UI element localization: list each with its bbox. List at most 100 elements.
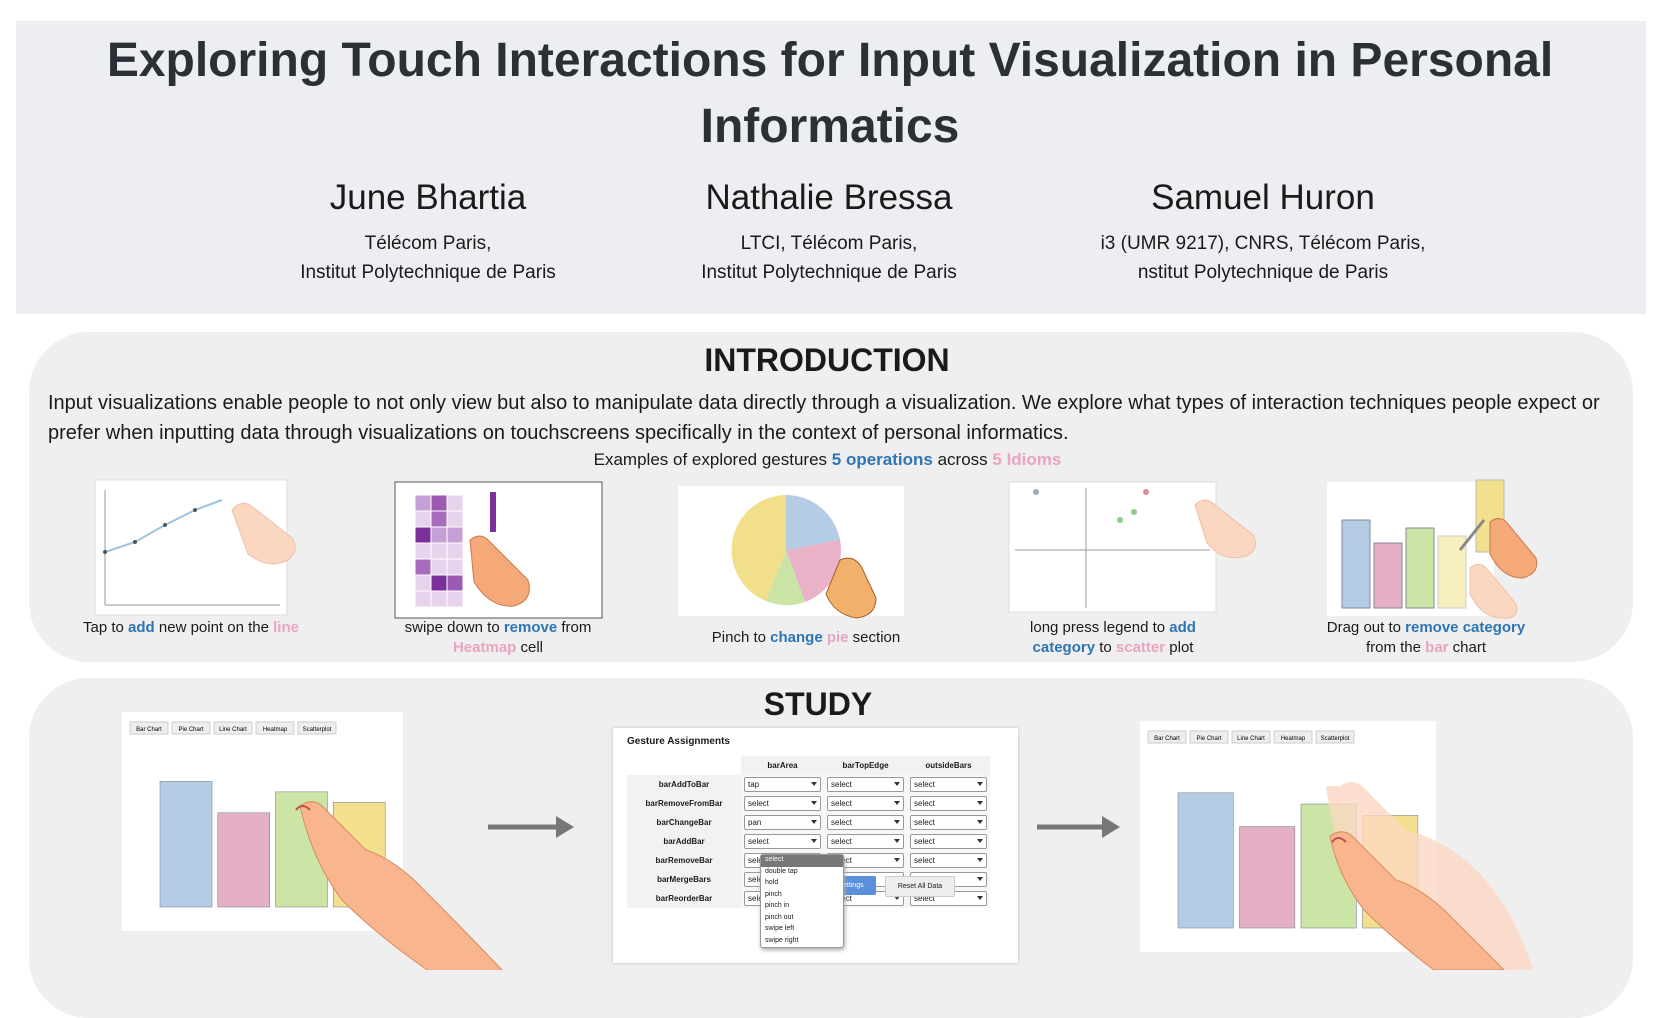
author-affiliation: nstitut Polytechnique de Paris bbox=[1137, 262, 1389, 283]
dropdown-option[interactable]: select bbox=[761, 855, 843, 867]
tab bbox=[213, 721, 253, 735]
author-affiliation: Télécom Paris, bbox=[364, 233, 492, 254]
row-name: barChangeBar bbox=[627, 813, 741, 832]
poster: Exploring Touch Interactions for Input V… bbox=[16, 21, 1646, 1018]
cell: select bbox=[907, 775, 990, 794]
text-segment: plot bbox=[1165, 639, 1194, 656]
cell: pan bbox=[741, 813, 824, 832]
text-segment: change bbox=[770, 629, 823, 646]
gesture-assignments: Gesture Assignments barArea barTopEdge out… bbox=[613, 728, 1018, 963]
tab bbox=[297, 721, 337, 735]
select[interactable]: select bbox=[910, 777, 987, 792]
tab bbox=[255, 721, 295, 735]
dropdown-option[interactable]: swipe left bbox=[765, 925, 795, 932]
bar-figure bbox=[1327, 479, 1538, 619]
row-name: barReorderBar bbox=[627, 889, 741, 908]
select[interactable]: tap bbox=[744, 777, 821, 792]
row-name: barMergeBars bbox=[627, 870, 741, 889]
author-affiliation: LTCI, Télécom Paris, bbox=[740, 233, 918, 254]
select[interactable]: select bbox=[744, 796, 821, 811]
hand bbox=[1326, 781, 1533, 970]
corner bbox=[627, 756, 741, 775]
table-row: barAddToBar tap select select bbox=[627, 775, 990, 794]
cell: select bbox=[824, 794, 907, 813]
figure-caption: Tap to add new point on the line bbox=[76, 618, 306, 638]
figure-caption: Pinch to change pie section bbox=[691, 628, 921, 648]
column-header: outsideBars bbox=[907, 756, 990, 775]
tab-label: Line Chart bbox=[219, 727, 247, 733]
text-segment: to bbox=[1095, 639, 1116, 656]
text-segment: add category bbox=[1032, 619, 1196, 656]
arrow bbox=[1037, 816, 1120, 838]
tab bbox=[1273, 730, 1313, 744]
select[interactable]: select bbox=[827, 834, 904, 849]
author-affiliation: Institut Polytechnique de Paris bbox=[701, 262, 957, 283]
button[interactable]: Reset All Data bbox=[885, 876, 955, 897]
text-segment: Tap to bbox=[83, 619, 129, 636]
bar bbox=[217, 812, 271, 908]
text-segment: from the bbox=[1365, 639, 1426, 656]
study-decor bbox=[295, 781, 1533, 970]
author-name: Nathalie Bressa bbox=[705, 178, 953, 217]
select[interactable]: select bbox=[910, 815, 987, 830]
row-name: barRemoveFromBar bbox=[627, 794, 741, 813]
column-header: barArea bbox=[741, 756, 824, 775]
column-header: barTopEdge bbox=[824, 756, 907, 775]
text-segment: Examples of explored gestures bbox=[593, 450, 832, 469]
row-name: barAddToBar bbox=[627, 775, 741, 794]
tab-label: Heatmap bbox=[1281, 736, 1306, 742]
figure-caption: swipe down to remove from Heatmap cell bbox=[383, 618, 613, 658]
text-segment: scatter bbox=[1115, 639, 1166, 656]
figure-caption: long press legend to add category to sca… bbox=[998, 618, 1228, 658]
dropdown-option[interactable]: hold bbox=[765, 879, 779, 886]
tab-label: Line Chart bbox=[1237, 736, 1265, 742]
author-affiliation: i3 (UMR 9217), CNRS, Télécom Paris, bbox=[1100, 233, 1426, 254]
title: Exploring Touch Interactions for Input V… bbox=[106, 34, 1554, 153]
cell: select bbox=[824, 832, 907, 851]
text-segment: Heatmap bbox=[452, 639, 517, 656]
text-segment: section bbox=[848, 629, 901, 646]
select[interactable]: select bbox=[827, 815, 904, 830]
text-segment: swipe down to bbox=[404, 619, 504, 636]
text-segment: long press legend to bbox=[1030, 619, 1170, 636]
pie-figure bbox=[678, 486, 904, 619]
select[interactable]: select bbox=[744, 834, 821, 849]
author-name: June Bhartia bbox=[329, 178, 527, 217]
tab bbox=[1147, 730, 1187, 744]
select[interactable]: select bbox=[910, 796, 987, 811]
text-segment: Drag out to bbox=[1326, 619, 1406, 636]
intro-text: Input visualizations enable people to no… bbox=[48, 392, 1600, 444]
header-row: barArea barTopEdge outsideBars bbox=[627, 756, 990, 775]
select[interactable]: select bbox=[827, 796, 904, 811]
dropdown-option[interactable]: double tap bbox=[765, 867, 798, 875]
cell: select bbox=[907, 794, 990, 813]
row-name: barAddBar bbox=[627, 832, 741, 851]
cell: select bbox=[824, 813, 907, 832]
cell: select bbox=[907, 813, 990, 832]
cell: select bbox=[907, 851, 990, 870]
dropdown-option[interactable]: pinch bbox=[765, 890, 782, 898]
bar bbox=[159, 781, 213, 908]
tab bbox=[1315, 730, 1355, 744]
dropdown-option[interactable]: pinch in bbox=[765, 902, 790, 909]
table-row: barRemoveFromBar select select select bbox=[627, 794, 990, 813]
dropdown-list[interactable]: select double tap hold pinch pinch in pinch o… bbox=[760, 854, 844, 948]
dropdown-option[interactable]: swipe right bbox=[765, 936, 799, 944]
cell: select bbox=[741, 832, 824, 851]
text-segment: 5 operations bbox=[831, 450, 933, 469]
select[interactable]: select bbox=[910, 834, 987, 849]
select[interactable]: select bbox=[910, 853, 987, 868]
select[interactable]: select bbox=[827, 777, 904, 792]
cell: select bbox=[824, 775, 907, 794]
dropdown-option[interactable]: pinch out bbox=[765, 913, 794, 921]
text-segment: remove category bbox=[1405, 619, 1526, 636]
table-row: barChangeBar pan select select bbox=[627, 813, 990, 832]
line-figure bbox=[94, 479, 296, 616]
tab-label: Scatterplot bbox=[1321, 736, 1350, 742]
tab-label: Scatterplot bbox=[303, 727, 332, 733]
text-segment: new point on the bbox=[154, 619, 274, 636]
text-segment: 5 Idioms bbox=[992, 450, 1062, 469]
author-affiliation: Institut Polytechnique de Paris bbox=[300, 262, 556, 283]
select[interactable]: pan bbox=[744, 815, 821, 830]
tab bbox=[129, 721, 169, 735]
